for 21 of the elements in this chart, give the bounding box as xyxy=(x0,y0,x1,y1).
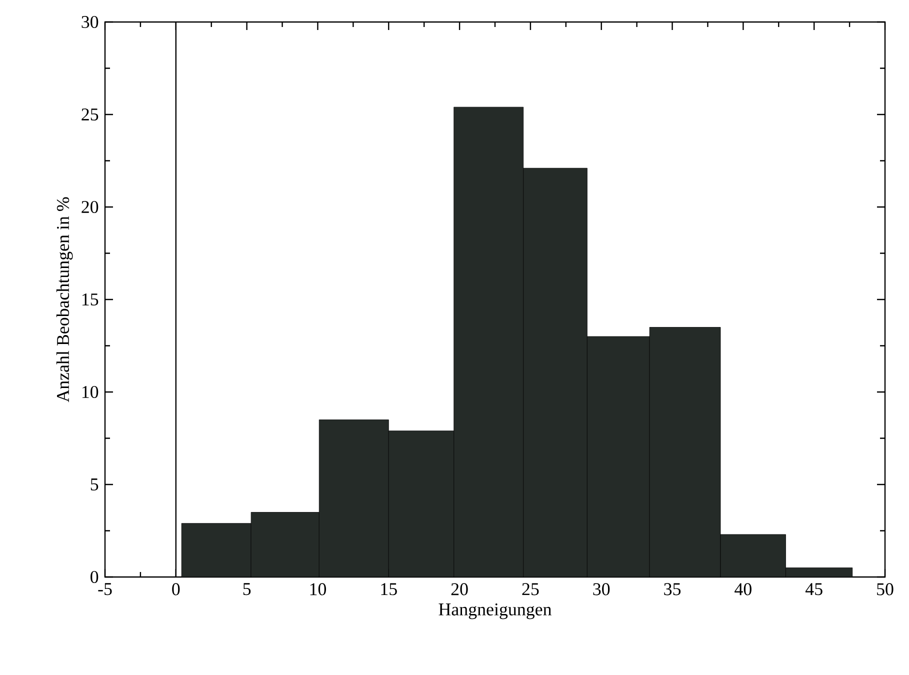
x-tick-label: 50 xyxy=(877,583,894,596)
x-tick-label: -5 xyxy=(98,583,112,596)
y-tick-label: 30 xyxy=(82,16,98,28)
x-axis-title: Hangneigungen xyxy=(438,603,552,620)
y-tick-label: 10 xyxy=(82,386,98,398)
y-axis-title: Anzahl Beobachtungen in % xyxy=(56,197,73,402)
x-tick-label: 40 xyxy=(734,583,752,596)
y-tick-label: 20 xyxy=(82,200,98,214)
y-tick-label: 5 xyxy=(90,478,98,490)
y-tick-label: 25 xyxy=(82,108,98,121)
x-tick-label: 20 xyxy=(451,583,468,596)
x-tick-label: 10 xyxy=(310,583,326,596)
x-tick-label: 30 xyxy=(593,583,610,596)
y-tick-label: 15 xyxy=(82,293,98,306)
x-tick-label: 45 xyxy=(805,583,822,596)
x-tick-label: 35 xyxy=(664,583,681,596)
x-tick-label: 0 xyxy=(172,583,180,596)
y-tick-label: 0 xyxy=(90,570,98,584)
x-tick-label: 15 xyxy=(381,583,397,596)
x-tick-label: 5 xyxy=(243,583,251,596)
x-tick-label: 25 xyxy=(522,583,539,596)
